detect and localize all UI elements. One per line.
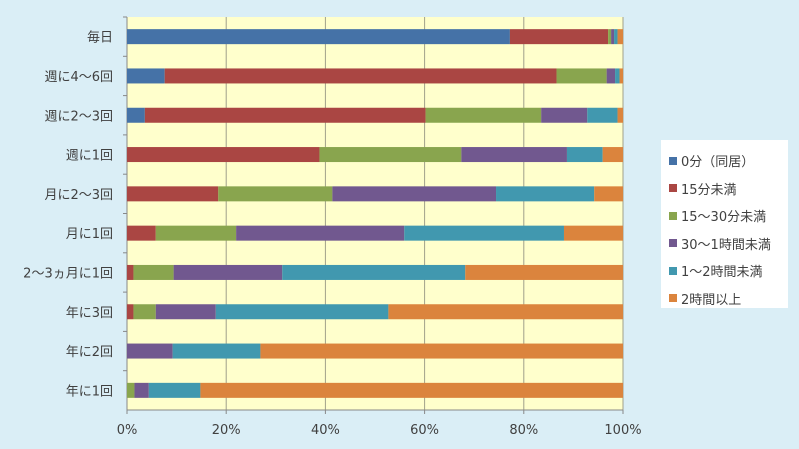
category-label: 年に3回 (66, 306, 113, 321)
bar-segment (134, 382, 149, 398)
category-label: 毎日 (87, 30, 113, 46)
legend-label: 15～30分未満 (681, 210, 767, 226)
legend-item: 30～1時間未満 (669, 230, 788, 258)
bar-segment (127, 107, 145, 123)
bar-segment (602, 147, 623, 163)
bar-segment (617, 107, 623, 123)
legend-swatch (669, 294, 677, 303)
category-label: 週に2～3回 (44, 109, 113, 124)
bar-segment (127, 264, 134, 280)
x-tick-label: 80% (509, 423, 538, 438)
legend-item: 1～2時間未満 (669, 257, 788, 285)
legend-item: 15～30分未満 (669, 202, 788, 230)
x-tick-label: 40% (311, 423, 340, 438)
bar-segment (260, 343, 623, 359)
bar-segment (614, 29, 618, 45)
bar-segment (594, 186, 623, 202)
bar-segment (127, 29, 510, 45)
legend-swatch (669, 184, 677, 193)
bar-segment (127, 186, 219, 202)
category-label: 年に1回 (66, 384, 113, 399)
bar-segment (496, 186, 595, 202)
x-tick-label: 60% (410, 423, 439, 438)
category-label: 年に2回 (66, 345, 113, 360)
bar-segment (127, 382, 135, 398)
bar-segment (172, 343, 261, 359)
bar-segment (127, 147, 320, 163)
bar-segment (282, 264, 466, 280)
bar-segment (509, 29, 609, 45)
legend-swatch (669, 266, 677, 275)
legend-swatch (669, 211, 677, 220)
bar-segment (619, 68, 623, 84)
bar-segment (236, 225, 405, 241)
bar-segment (611, 29, 615, 45)
category-label: 週に1回 (66, 149, 113, 164)
legend-label: 30～1時間未満 (681, 237, 771, 253)
category-label: 月に2～3回 (44, 188, 113, 203)
category-label: 週に4～6回 (44, 70, 113, 85)
bar-segment (173, 264, 283, 280)
x-tick-label: 100% (604, 423, 641, 438)
bar-segment (155, 304, 216, 320)
bar-segment (566, 147, 603, 163)
bar-segment (556, 68, 607, 84)
category-label: 2～3ヵ月に1回 (23, 266, 113, 281)
bar-segment (127, 225, 156, 241)
bar-segment (388, 304, 623, 320)
bar-segment (563, 225, 623, 241)
legend-swatch (669, 156, 677, 165)
x-tick-label: 20% (212, 423, 241, 438)
bar-segment (155, 225, 237, 241)
bar-segment (127, 68, 165, 84)
bar-segment (461, 147, 567, 163)
bar-segment (541, 107, 588, 123)
bar-segment (218, 186, 333, 202)
legend-item: 0分（同居） (669, 147, 788, 175)
legend-label: 2時間以上 (681, 292, 742, 308)
legend-label: 1～2時間未満 (681, 265, 763, 281)
bar-segment (133, 264, 174, 280)
legend-swatch (669, 239, 677, 248)
bar-segment (127, 343, 173, 359)
bar-segment (465, 264, 623, 280)
bar-segment (144, 107, 426, 123)
bar-segment (606, 68, 616, 84)
bar-segment (608, 29, 612, 45)
bar-segment (332, 186, 497, 202)
legend-label: 15分未満 (681, 182, 737, 198)
bar-segment (587, 107, 618, 123)
category-label: 月に1回 (66, 227, 113, 242)
bar-segment (404, 225, 564, 241)
bar-segment (200, 382, 623, 398)
legend-label: 0分（同居） (681, 155, 755, 171)
bar-segment (319, 147, 462, 163)
legend-item: 2時間以上 (669, 285, 788, 313)
bar-segment (148, 382, 201, 398)
bar-segment (127, 304, 134, 320)
legend: 0分（同居） 15分未満 15～30分未満 30～1時間未満 1～2時間未満 2時間以上 (661, 140, 788, 308)
bar-segment (215, 304, 389, 320)
bar-segment (425, 107, 542, 123)
bar-segment (617, 29, 623, 45)
x-tick-label: 0% (117, 423, 138, 438)
bar-segment (615, 68, 620, 84)
bar-segment (133, 304, 156, 320)
bar-segment (164, 68, 557, 84)
legend-item: 15分未満 (669, 175, 788, 203)
